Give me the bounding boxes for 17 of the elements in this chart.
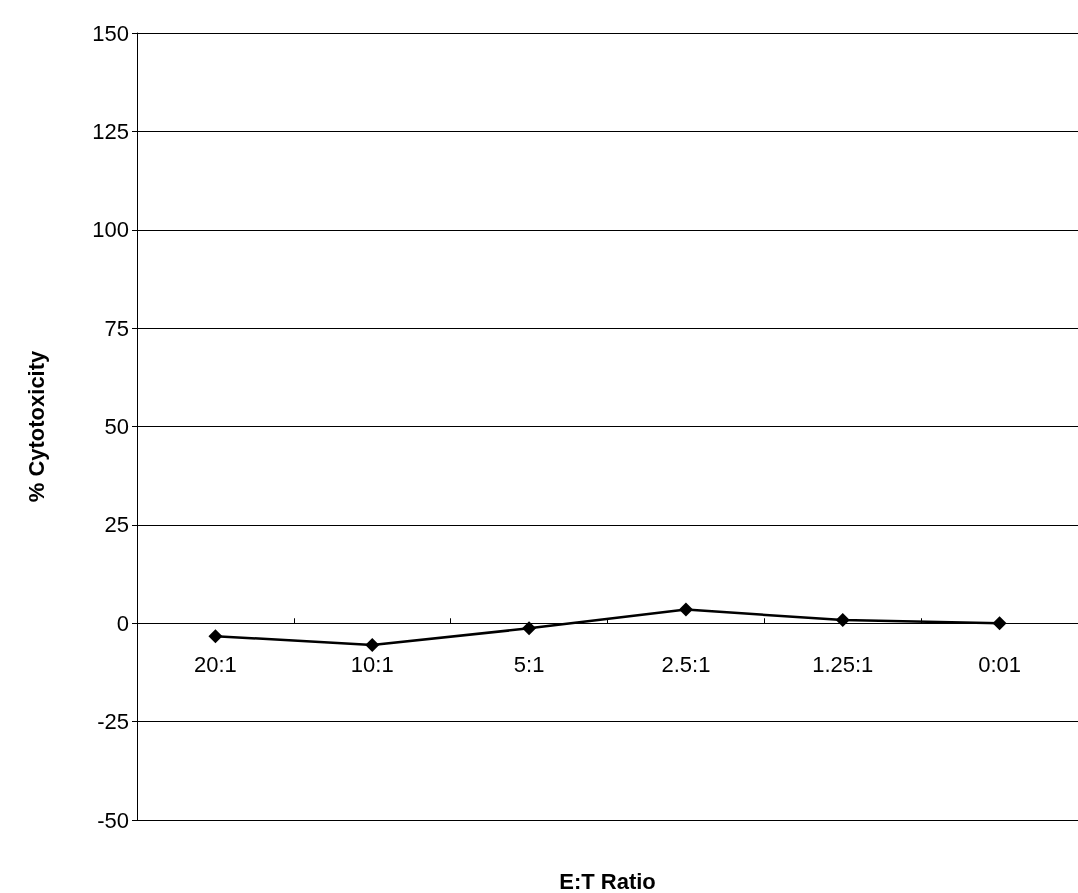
x-axis-title: E:T Ratio	[559, 868, 656, 893]
y-tick-label: 100	[92, 217, 129, 243]
y-tick-label: -50	[97, 807, 129, 833]
y-tick-label: 0	[116, 610, 129, 636]
x-tick-label: 10:1	[350, 651, 394, 677]
x-tick-label: 0:01	[978, 651, 1021, 677]
x-tick-label: 1.25:1	[812, 651, 874, 677]
y-tick-label: 125	[92, 118, 129, 144]
x-tick-label: 5:1	[513, 651, 545, 677]
y-tick-label: 50	[104, 414, 129, 439]
y-tick-label: 150	[92, 20, 129, 46]
y-axis-title: % Cytotoxicity	[23, 349, 49, 503]
y-tick-label: -25	[97, 709, 129, 735]
x-tick-label: 20:1	[194, 651, 237, 677]
y-tick-label: 25	[104, 512, 129, 538]
x-tick-label: 2.5:1	[661, 651, 711, 677]
y-tick-label: 75	[104, 315, 129, 341]
